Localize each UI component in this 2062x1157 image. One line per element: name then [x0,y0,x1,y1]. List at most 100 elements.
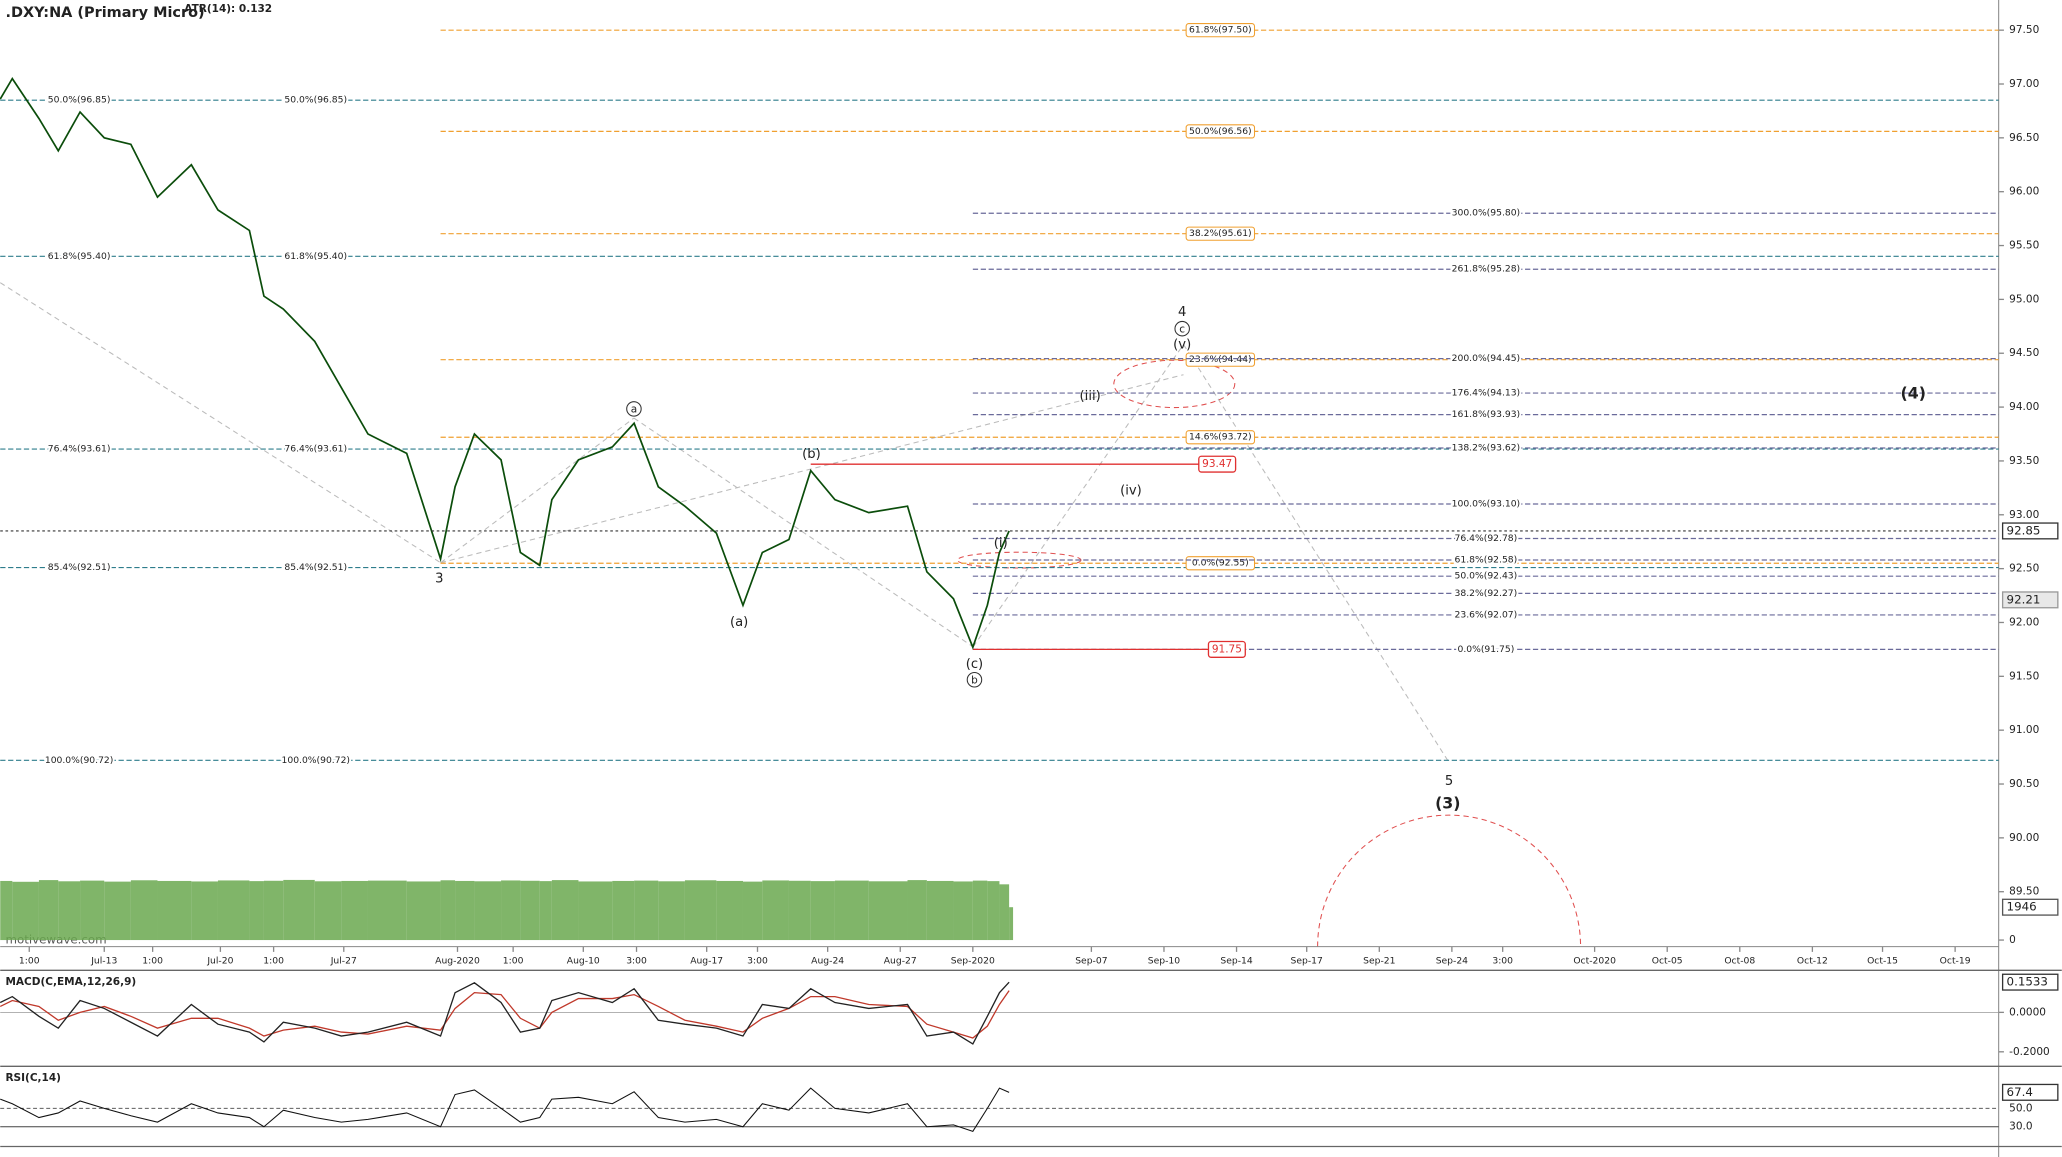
fib-label: 261.8%(95.28) [1452,264,1521,275]
volume-bar [953,881,973,941]
fib-label: 61.8%(95.40) [284,251,347,262]
volume-bar [987,881,1000,941]
wave-circle [966,671,983,688]
volume-bar [907,880,927,941]
wave-label: (b) [802,447,821,462]
trend-guide [440,417,635,564]
value-box [2001,898,2059,916]
x-tick-label: Jul-27 [330,956,357,967]
wave-label: (iii) [1080,389,1101,404]
x-tick-label: 1:00 [503,956,524,967]
y-tick-label: 95.50 [2009,240,2039,252]
volume-bar [834,880,869,941]
trend-guide [0,282,441,564]
x-tick-label: Aug-17 [690,956,723,967]
x-tick-label: Sep-24 [1436,956,1468,967]
wave-label: b [971,674,978,686]
volume-bar [12,881,39,941]
fib-label: 38.2%(92.27) [1455,588,1518,599]
x-tick-label: Aug-10 [567,956,600,967]
value-box-label: 92.21 [2007,592,2041,606]
fib-label: 176.4%(94.13) [1452,388,1521,399]
volume-bar [716,880,743,941]
trend-guide [972,344,1184,648]
wave-guides [0,282,1450,763]
y-tick-label: 94.00 [2009,401,2039,413]
fib-label: 0.0%(91.75) [1458,644,1515,655]
x-tick-label: Sep-17 [1291,956,1323,967]
y-tick-label: 92.50 [2009,563,2039,575]
wave-label: 5 [1445,774,1453,789]
volume-bar [520,880,540,941]
fib-label: 300.0%(95.80) [1452,208,1521,219]
fib-label: 23.6%(94.44) [1189,354,1252,365]
fib-label: 138.2%(93.62) [1452,443,1521,454]
volume-bar [367,880,407,941]
fib-label: 23.6%(92.07) [1455,609,1518,620]
x-tick-label: Jul-13 [90,956,117,967]
volume-bar [38,880,59,941]
x-tick-label: Oct-12 [1797,956,1828,967]
wave-label: 3 [435,572,443,587]
value-box [2001,973,2059,991]
fib-label: 85.4%(92.51) [48,562,111,573]
wave-label: (3) [1435,793,1460,812]
rsi-title: RSI(C,14) [5,1072,60,1084]
fib-label: 161.8%(93.93) [1452,409,1521,420]
fib-label: 38.2%(95.61) [1189,228,1252,239]
volume-bar [130,880,158,941]
x-tick-label: 3:00 [747,956,768,967]
volume-bar [788,880,811,941]
volume-bar [539,881,552,941]
value-box [2001,591,2059,609]
x-tick-label: Aug-2020 [435,956,480,967]
y-tick-label: 95.00 [2009,293,2039,305]
target-circle [1317,814,1582,947]
volume-bar [104,881,131,941]
volume-bar [1009,907,1014,941]
volume-bar [191,881,218,941]
value-box [2001,1083,2059,1101]
y-tick-label: 96.00 [2009,186,2039,198]
fib-label-box [1185,352,1256,367]
fib-label: 76.4%(93.61) [48,444,111,455]
chart-title: .DXY:NA (Primary Micro) [5,5,204,21]
volume-bar [810,881,835,941]
x-tick-label: Aug-27 [884,956,917,967]
value-box-label: 67.4 [2007,1085,2033,1099]
wave-label: (a) [730,615,748,630]
y-tick-label: 94.50 [2009,347,2039,359]
volume-bar [157,880,192,941]
marker-label: 91.75 [1212,643,1242,655]
wave-circle [1174,320,1190,337]
y-tick-label: 91.00 [2009,724,2039,736]
volume-bar [263,880,284,941]
volume-bar [440,880,456,941]
x-tick-label: Aug-24 [811,956,844,967]
volume-bar [474,881,502,941]
y-tick-label: 91.50 [2009,670,2039,682]
trend-guide [1183,344,1450,763]
x-tick-label: 3:00 [1492,956,1513,967]
wave-label: (4) [1901,383,1926,402]
x-tick-label: Jul-20 [206,956,233,967]
x-tick-label: Oct-05 [1652,956,1683,967]
y-tick-label: 93.00 [2009,509,2039,521]
fib-label: 100.0%(93.10) [1452,499,1521,510]
volume-bar [634,880,659,941]
value-box-label: 1946 [2007,900,2037,914]
volume-bar [999,884,1010,941]
wave-label: a [631,404,637,416]
volume-bar [684,880,717,941]
volume-bar [80,880,105,941]
volume-bar [551,880,579,941]
target-ellipse [956,551,1082,569]
fib-label-box [1185,226,1256,241]
x-tick-label: Oct-15 [1867,956,1898,967]
atr-label: ATR(14): 0.132 [184,3,272,15]
value-box [2001,522,2059,540]
macd-line [0,981,1010,1045]
marker-box [1207,640,1246,658]
x-tick-label: 1:00 [19,956,40,967]
x-tick-label: 3:00 [626,956,647,967]
